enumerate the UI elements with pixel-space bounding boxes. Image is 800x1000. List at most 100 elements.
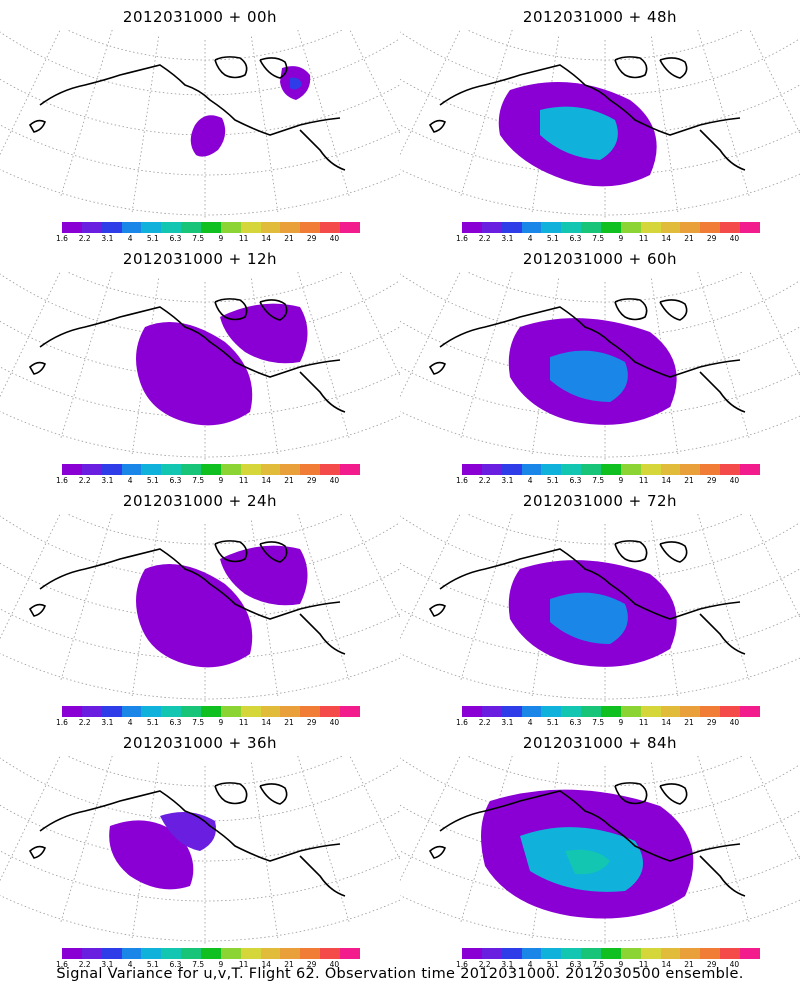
colorbar-swatch — [101, 706, 122, 717]
variance-region — [565, 849, 610, 875]
coastline — [439, 790, 741, 862]
variance-region — [160, 812, 216, 851]
colorbar-swatch — [720, 706, 741, 717]
colorbar-tick-label: 3.1 — [501, 234, 514, 243]
colorbar-swatch — [660, 706, 681, 717]
variance-region — [109, 820, 194, 890]
colorbar-swatch — [640, 464, 661, 475]
colorbar-swatch — [141, 948, 162, 959]
colorbar-swatch — [81, 464, 102, 475]
panel-title: 2012031000 + 72h — [522, 492, 678, 510]
coastline — [259, 299, 288, 321]
colorbar-tick-label: 1.6 — [456, 718, 468, 727]
colorbar-tick-label: 4 — [527, 718, 533, 727]
colorbar-swatch — [280, 706, 301, 717]
colorbar-tick-label: 40 — [329, 476, 340, 485]
colorbar-tick-label: 2.2 — [478, 234, 491, 243]
colorbar-tick-label: 7.5 — [592, 476, 605, 485]
colorbar-swatch — [161, 706, 182, 717]
colorbar-swatch — [740, 706, 760, 717]
coastline — [28, 361, 46, 375]
colorbar — [62, 222, 360, 233]
coastline — [614, 782, 648, 805]
colorbar-swatch — [240, 706, 261, 717]
colorbar-tick-label: 1.6 — [56, 718, 68, 727]
colorbar — [62, 464, 360, 475]
colorbar-swatch — [481, 706, 502, 717]
colorbar-swatch — [581, 222, 602, 233]
colorbar-tick-label: 9 — [618, 234, 624, 243]
colorbar-tick-label: 11 — [638, 234, 649, 243]
colorbar-tick-label: 4 — [527, 960, 533, 969]
panel-60h: 2012031000 + 60h 1.6 2.2 3.1 4 5.1 6.3 7.5 9 11 1… — [400, 242, 800, 487]
colorbar-tick-label: 11 — [238, 234, 249, 243]
colorbar-swatch — [680, 222, 701, 233]
colorbar-tick-label: 7.5 — [192, 718, 205, 727]
colorbar-swatch — [260, 706, 281, 717]
variance-region — [550, 592, 628, 644]
colorbar-swatch — [141, 706, 162, 717]
colorbar — [462, 222, 760, 233]
colorbar-tick-label: 9 — [618, 718, 624, 727]
colorbar-tick-label: 7.5 — [592, 960, 605, 969]
colorbar-tick-label: 2.2 — [78, 234, 91, 243]
colorbar-swatch — [240, 948, 261, 959]
colorbar-swatch — [201, 464, 221, 475]
panel-title: 2012031000 + 00h — [122, 8, 278, 26]
colorbar-tick-label: 2.2 — [478, 476, 491, 485]
colorbar-swatch — [601, 948, 621, 959]
colorbar-swatch — [462, 706, 482, 717]
coastline — [299, 613, 346, 655]
map — [0, 272, 400, 462]
colorbar-swatch — [481, 464, 502, 475]
colorbar-swatch — [541, 464, 562, 475]
coastline — [614, 56, 648, 79]
colorbar-swatch — [541, 706, 562, 717]
colorbar-swatch — [300, 948, 321, 959]
colorbar-swatch — [521, 706, 542, 717]
coastline — [259, 541, 288, 563]
panel-title: 2012031000 + 12h — [122, 250, 278, 268]
colorbar-tick-label: 7.5 — [592, 234, 605, 243]
coastline — [214, 56, 248, 79]
colorbar-tick-label: 14 — [261, 234, 272, 243]
colorbar-swatch — [121, 706, 142, 717]
colorbar-swatch — [260, 948, 281, 959]
colorbar-tick-label: 11 — [638, 960, 649, 969]
colorbar-swatch — [720, 464, 741, 475]
colorbar-tick-label: 1.6 — [456, 476, 468, 485]
variance-region — [136, 564, 253, 668]
colorbar-tick-label: 21 — [684, 718, 694, 727]
colorbar-swatch — [700, 706, 721, 717]
colorbar-swatch — [481, 948, 502, 959]
panel-title: 2012031000 + 60h — [522, 250, 678, 268]
colorbar-tick-label: 7.5 — [192, 960, 205, 969]
coastline — [428, 361, 446, 375]
colorbar-swatch — [181, 706, 202, 717]
map — [400, 756, 800, 946]
colorbar-tick-label: 11 — [638, 718, 649, 727]
colorbar-tick-label: 40 — [729, 718, 740, 727]
colorbar-swatch — [720, 222, 741, 233]
colorbar-swatch — [620, 948, 641, 959]
coastline — [699, 129, 746, 171]
colorbar-swatch — [320, 948, 341, 959]
colorbar-tick-label: 5.1 — [146, 476, 159, 485]
coastline — [214, 540, 248, 563]
colorbar-swatch — [501, 706, 522, 717]
colorbar-swatch — [481, 222, 502, 233]
colorbar-tick-label: 9 — [218, 476, 224, 485]
colorbar-tick-label: 21 — [284, 234, 294, 243]
colorbar-swatch — [660, 222, 681, 233]
colorbar-tick-label: 29 — [706, 476, 717, 485]
panel-00h: 2012031000 + 00h 1.6 2.2 3.1 4 5.1 6.3 7.5 9 11 1… — [0, 0, 400, 245]
colorbar-tick-label: 29 — [306, 476, 317, 485]
colorbar-tick-label: 14 — [661, 234, 672, 243]
colorbar-swatch — [181, 948, 202, 959]
colorbar-swatch — [300, 706, 321, 717]
colorbar-swatch — [561, 464, 582, 475]
colorbar-tick-label: 2.2 — [78, 960, 91, 969]
colorbar-tick-label: 21 — [684, 960, 694, 969]
panel-title: 2012031000 + 48h — [522, 8, 678, 26]
colorbar-tick-label: 40 — [329, 234, 340, 243]
